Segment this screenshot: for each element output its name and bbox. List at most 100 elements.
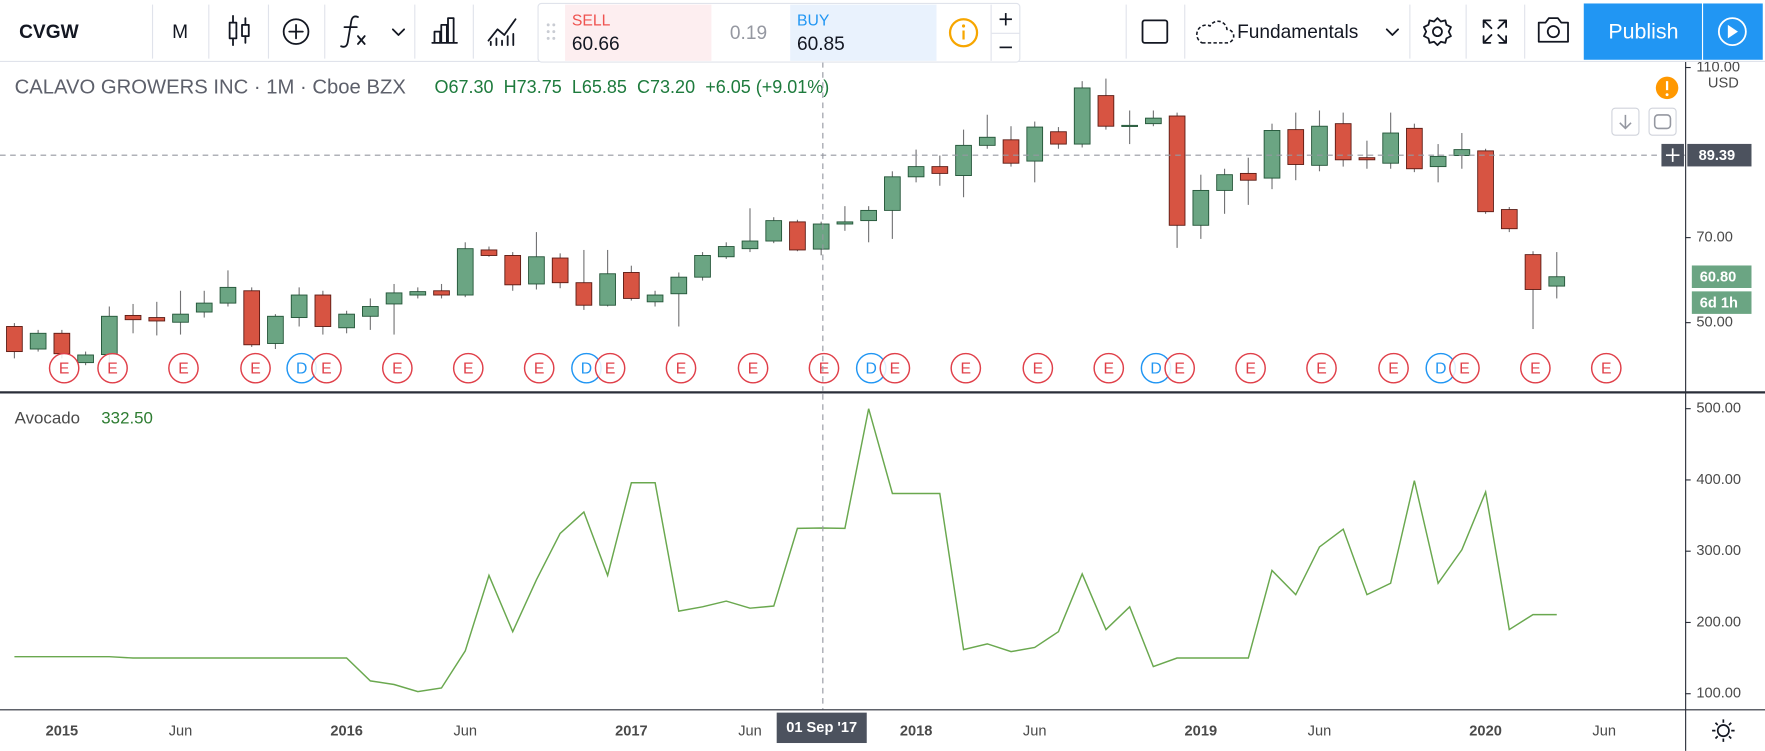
indicators-button[interactable] <box>340 15 406 48</box>
snapshot-button[interactable] <box>1537 17 1569 43</box>
candle-body <box>1145 117 1162 125</box>
candle-body <box>1311 125 1328 166</box>
ohlc-legend-item: +6.05 (+9.01%) <box>705 77 829 97</box>
sell-price[interactable]: 60.66 <box>572 34 620 55</box>
quantity-buttons[interactable] <box>999 13 1012 49</box>
publish-label[interactable]: Publish <box>1608 19 1678 43</box>
earnings-label[interactable]: E <box>605 360 616 377</box>
candle-body <box>219 286 237 304</box>
earnings-marker[interactable] <box>48 352 80 384</box>
replay-icon-play[interactable] <box>1727 24 1738 39</box>
financials-button[interactable] <box>431 17 458 44</box>
earnings-label[interactable]: E <box>59 360 70 377</box>
sell-label[interactable]: SELL <box>572 13 611 30</box>
rectangle-button[interactable] <box>1141 19 1169 44</box>
x-tick-label: 2018 <box>900 724 933 740</box>
candle-body <box>765 220 783 242</box>
templates-button[interactable] <box>487 18 517 47</box>
sell-button[interactable] <box>565 4 712 61</box>
earnings-label[interactable]: E <box>890 360 901 377</box>
candle-body <box>148 317 166 322</box>
earnings-label[interactable]: E <box>819 360 830 377</box>
chart-style-button[interactable] <box>228 14 250 47</box>
earnings-marker[interactable] <box>1235 352 1266 384</box>
earnings-marker[interactable] <box>523 352 555 384</box>
candle-body <box>978 136 996 146</box>
buy-price[interactable]: 60.85 <box>797 34 845 55</box>
earnings-label[interactable]: E <box>748 360 759 377</box>
earnings-marker[interactable] <box>1449 352 1480 384</box>
dividend-label[interactable]: D <box>1150 360 1161 377</box>
earnings-label[interactable]: E <box>1245 360 1256 377</box>
earnings-marker[interactable] <box>311 352 342 384</box>
earnings-marker[interactable] <box>1306 352 1337 384</box>
settings-gear[interactable] <box>1423 17 1452 47</box>
replay-icon[interactable] <box>1717 17 1747 47</box>
earnings-label[interactable]: E <box>250 360 261 377</box>
dividend-label[interactable]: D <box>296 360 307 377</box>
publish-button[interactable] <box>1583 3 1702 60</box>
earnings-marker[interactable] <box>1022 352 1054 384</box>
fundamentals-dropdown[interactable] <box>1385 28 1399 36</box>
earnings-label[interactable]: E <box>178 360 189 377</box>
earnings-label[interactable]: E <box>1316 360 1327 377</box>
interval[interactable]: M <box>172 22 188 43</box>
indicator-title: Avocado <box>15 408 80 427</box>
earnings-label[interactable]: E <box>1033 360 1044 377</box>
candle-body <box>1073 87 1091 145</box>
symbol[interactable]: CVGW <box>19 22 79 43</box>
candle-body <box>931 166 949 174</box>
earnings-label[interactable]: E <box>1388 360 1399 377</box>
earnings-label[interactable]: E <box>107 360 118 377</box>
earnings-label[interactable]: E <box>676 360 687 377</box>
currency: USD <box>1708 75 1739 91</box>
info-button[interactable] <box>948 18 979 48</box>
earnings-marker[interactable] <box>168 352 199 384</box>
earnings-marker[interactable] <box>1093 352 1125 384</box>
candle-body <box>385 292 403 305</box>
earnings-marker[interactable] <box>737 352 769 384</box>
earnings-marker[interactable] <box>808 352 840 384</box>
earnings-marker[interactable] <box>950 352 982 384</box>
x-tick-label: Jun <box>453 724 477 740</box>
settings-button[interactable] <box>1712 719 1735 742</box>
crosshair-add-icon[interactable] <box>1665 148 1680 162</box>
arrow-down-button[interactable] <box>1611 107 1640 136</box>
fundamentals-icon[interactable] <box>1196 20 1235 44</box>
earnings-marker[interactable] <box>1378 352 1409 384</box>
earnings-label[interactable]: E <box>961 360 972 377</box>
earnings-label[interactable]: E <box>392 360 403 377</box>
earnings-label[interactable]: E <box>463 360 474 377</box>
earnings-marker[interactable] <box>1164 352 1196 384</box>
earnings-label[interactable]: E <box>321 360 332 377</box>
buy-button[interactable] <box>790 4 937 61</box>
fullscreen-button[interactable] <box>1482 19 1508 44</box>
x-tick-label: Jun <box>1023 724 1047 740</box>
dividend-label[interactable]: D <box>1435 360 1446 377</box>
earnings-marker[interactable] <box>1520 352 1551 384</box>
earnings-marker[interactable] <box>1590 352 1622 384</box>
earnings-label[interactable]: E <box>1174 360 1185 377</box>
x-tick-label: Jun <box>169 724 193 740</box>
earnings-label[interactable]: E <box>534 360 545 377</box>
earnings-marker[interactable] <box>240 352 271 384</box>
compare-button[interactable] <box>282 18 310 45</box>
restore-button[interactable] <box>1648 107 1677 136</box>
earnings-marker[interactable] <box>594 352 626 384</box>
earnings-label[interactable]: E <box>1601 360 1612 377</box>
buy-label[interactable]: BUY <box>797 13 830 30</box>
earnings-marker[interactable] <box>879 352 911 384</box>
dividend-label[interactable]: D <box>866 360 877 377</box>
drag-handle[interactable] <box>546 23 556 40</box>
fundamentals[interactable]: Fundamentals <box>1237 22 1358 43</box>
dividend-label[interactable]: D <box>581 360 592 377</box>
earnings-label[interactable]: E <box>1459 360 1470 377</box>
earnings-label[interactable]: E <box>1103 360 1114 377</box>
earnings-marker[interactable] <box>452 352 484 384</box>
earnings-marker[interactable] <box>97 352 128 384</box>
earnings-marker[interactable] <box>381 352 413 384</box>
alert-badge[interactable] <box>1655 76 1679 100</box>
earnings-label[interactable]: E <box>1530 360 1541 377</box>
earnings-marker[interactable] <box>665 352 697 384</box>
